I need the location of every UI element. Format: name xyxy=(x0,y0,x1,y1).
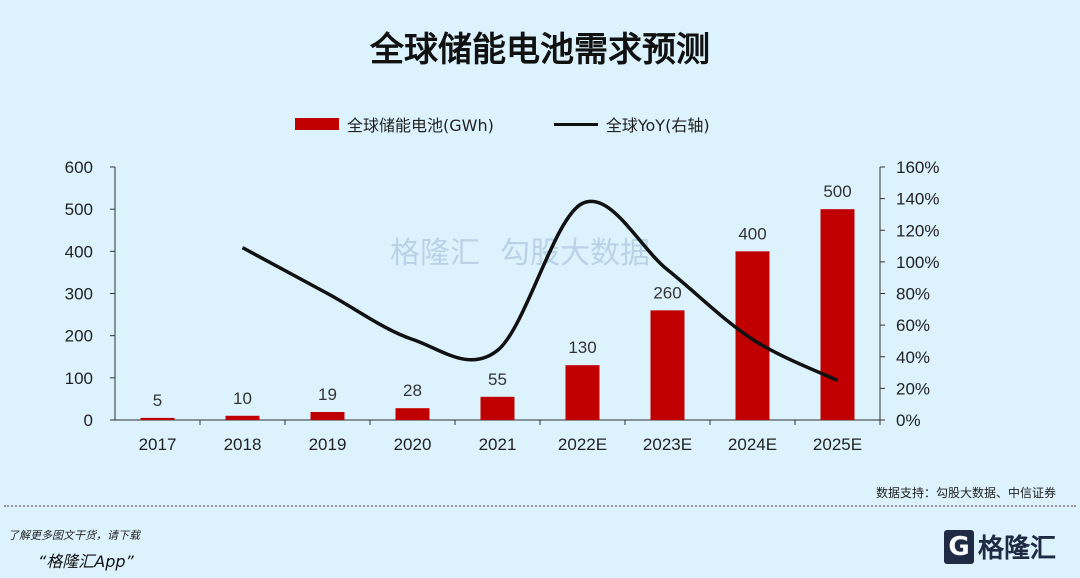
left-tick-label: 300 xyxy=(65,285,93,304)
right-tick-label: 140% xyxy=(896,190,939,209)
bar xyxy=(650,310,685,420)
bar xyxy=(820,209,855,420)
x-tick-label: 2022E xyxy=(558,435,607,454)
footer-app: “格隆汇App” xyxy=(38,552,134,571)
bar-data-label: 19 xyxy=(318,385,337,404)
x-tick-label: 2023E xyxy=(643,435,692,454)
right-tick-label: 100% xyxy=(896,253,939,272)
watermark: 格隆汇 勾股大数据 xyxy=(390,236,650,271)
bar xyxy=(140,417,175,420)
x-tick-label: 2024E xyxy=(728,435,777,454)
logo-g-icon: G xyxy=(943,529,974,564)
bar-data-label: 55 xyxy=(488,370,507,389)
right-tick-label: 20% xyxy=(896,379,930,398)
bar xyxy=(565,365,600,420)
source-note: 数据支持：勾股大数据、中信证券 xyxy=(875,486,1056,500)
bar-data-label: 10 xyxy=(233,389,252,408)
bar xyxy=(310,411,345,420)
x-tick-label: 2017 xyxy=(139,435,177,454)
right-tick-label: 120% xyxy=(896,221,939,240)
legend-bar-swatch xyxy=(295,118,339,130)
bar xyxy=(225,415,260,420)
bar-data-label: 28 xyxy=(403,381,422,400)
chart-title: 全球储能电池需求预测 xyxy=(370,30,710,70)
footer-text: 了解更多图文干货，请下载 xyxy=(8,529,140,542)
bar-data-label: 500 xyxy=(823,182,851,201)
legend-line-label: 全球YoY(右轴) xyxy=(605,116,710,135)
right-tick-label: 80% xyxy=(896,285,930,304)
logo: G 格隆汇 xyxy=(943,528,1056,565)
x-tick-label: 2021 xyxy=(479,435,517,454)
divider xyxy=(4,505,1076,507)
right-tick-label: 0% xyxy=(896,411,921,430)
right-tick-label: 160% xyxy=(896,158,939,177)
left-tick-label: 400 xyxy=(65,242,93,261)
bar xyxy=(395,408,430,420)
left-tick-label: 500 xyxy=(65,200,93,219)
yoy-line xyxy=(241,199,839,383)
legend-line-swatch xyxy=(553,122,598,126)
right-tick-label: 40% xyxy=(896,348,930,367)
bar-data-label: 400 xyxy=(738,224,766,243)
x-tick-label: 2019 xyxy=(309,435,347,454)
legend-bar-label: 全球储能电池(GWh) xyxy=(347,116,494,135)
x-tick-label: 2018 xyxy=(224,435,262,454)
chart-svg: 0 100 200 300 400 500 600 0% 20% 40% 60% 80% 100% 120… xyxy=(65,158,940,454)
left-tick-label: 0 xyxy=(84,411,93,430)
left-tick-label: 100 xyxy=(65,369,93,388)
bar-data-label: 130 xyxy=(568,338,596,357)
right-tick-label: 60% xyxy=(896,316,930,335)
bar-data-label: 260 xyxy=(653,283,681,302)
x-tick-label: 2025E xyxy=(813,435,862,454)
bar xyxy=(735,251,770,420)
legend: 全球储能电池(GWh) 全球YoY(右轴) xyxy=(295,112,710,136)
bar-data-label: 5 xyxy=(153,391,162,410)
x-tick-label: 2020 xyxy=(394,435,432,454)
left-tick-label: 200 xyxy=(65,327,93,346)
left-tick-label: 600 xyxy=(65,158,93,177)
bar xyxy=(480,396,515,420)
